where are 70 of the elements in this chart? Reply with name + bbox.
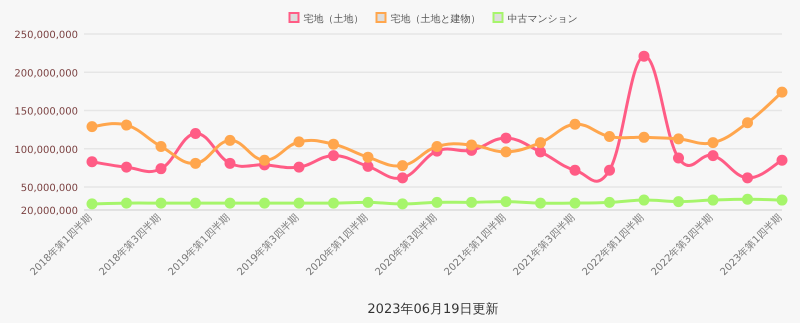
point	[432, 140, 442, 152]
point	[397, 160, 408, 172]
legend-label: 中古マンション	[508, 13, 578, 25]
point	[742, 194, 753, 205]
y-tick-label: 50,000,000	[20, 183, 78, 194]
point	[673, 152, 684, 164]
point	[535, 198, 546, 209]
point	[190, 158, 201, 169]
point	[294, 136, 304, 148]
point	[86, 121, 98, 132]
point	[156, 140, 166, 152]
point	[190, 128, 201, 139]
point	[673, 133, 684, 144]
point	[638, 194, 650, 206]
point	[156, 198, 166, 209]
point	[397, 172, 408, 184]
point	[604, 131, 615, 142]
y-tick-label: 250,000,000	[14, 30, 78, 41]
point	[776, 154, 788, 166]
y-tick-label: 20,000,000	[20, 206, 78, 217]
point	[604, 196, 615, 208]
point	[535, 146, 546, 158]
point	[362, 160, 374, 172]
point	[328, 138, 339, 150]
point	[224, 198, 236, 209]
point	[328, 198, 339, 209]
y-tick-label: 200,000,000	[14, 68, 78, 80]
point	[328, 150, 339, 162]
point	[742, 172, 753, 184]
point	[570, 164, 580, 176]
point	[570, 118, 580, 130]
point	[397, 198, 408, 210]
point	[604, 164, 615, 176]
point	[224, 158, 236, 169]
point	[294, 198, 304, 209]
point	[224, 134, 236, 146]
point	[500, 132, 512, 144]
point	[466, 139, 477, 150]
point	[156, 163, 166, 174]
point	[259, 154, 270, 166]
point	[776, 194, 788, 206]
point	[121, 120, 132, 131]
point	[86, 198, 98, 210]
point	[638, 132, 650, 143]
point	[535, 137, 546, 148]
point	[190, 198, 201, 209]
point	[570, 198, 580, 209]
point	[500, 196, 512, 208]
point	[776, 86, 788, 98]
point	[708, 137, 718, 148]
legend-label: 宅地（土地と建物）	[390, 13, 480, 25]
point	[708, 150, 718, 162]
point	[466, 196, 477, 208]
y-tick-label: 150,000,000	[14, 106, 78, 118]
point	[362, 152, 374, 163]
legend-label: 宅地（土地）	[304, 13, 364, 25]
point	[86, 156, 98, 168]
text: 2023年06月19日更新	[367, 302, 499, 317]
point	[121, 162, 132, 173]
point	[638, 50, 650, 62]
point	[742, 117, 753, 128]
point	[500, 146, 512, 158]
point	[362, 196, 374, 208]
point	[294, 162, 304, 173]
y-tick-label: 100,000,000	[14, 144, 78, 156]
point	[432, 196, 442, 208]
point	[121, 198, 132, 209]
point	[673, 196, 684, 208]
point	[259, 198, 270, 209]
point	[708, 194, 718, 206]
